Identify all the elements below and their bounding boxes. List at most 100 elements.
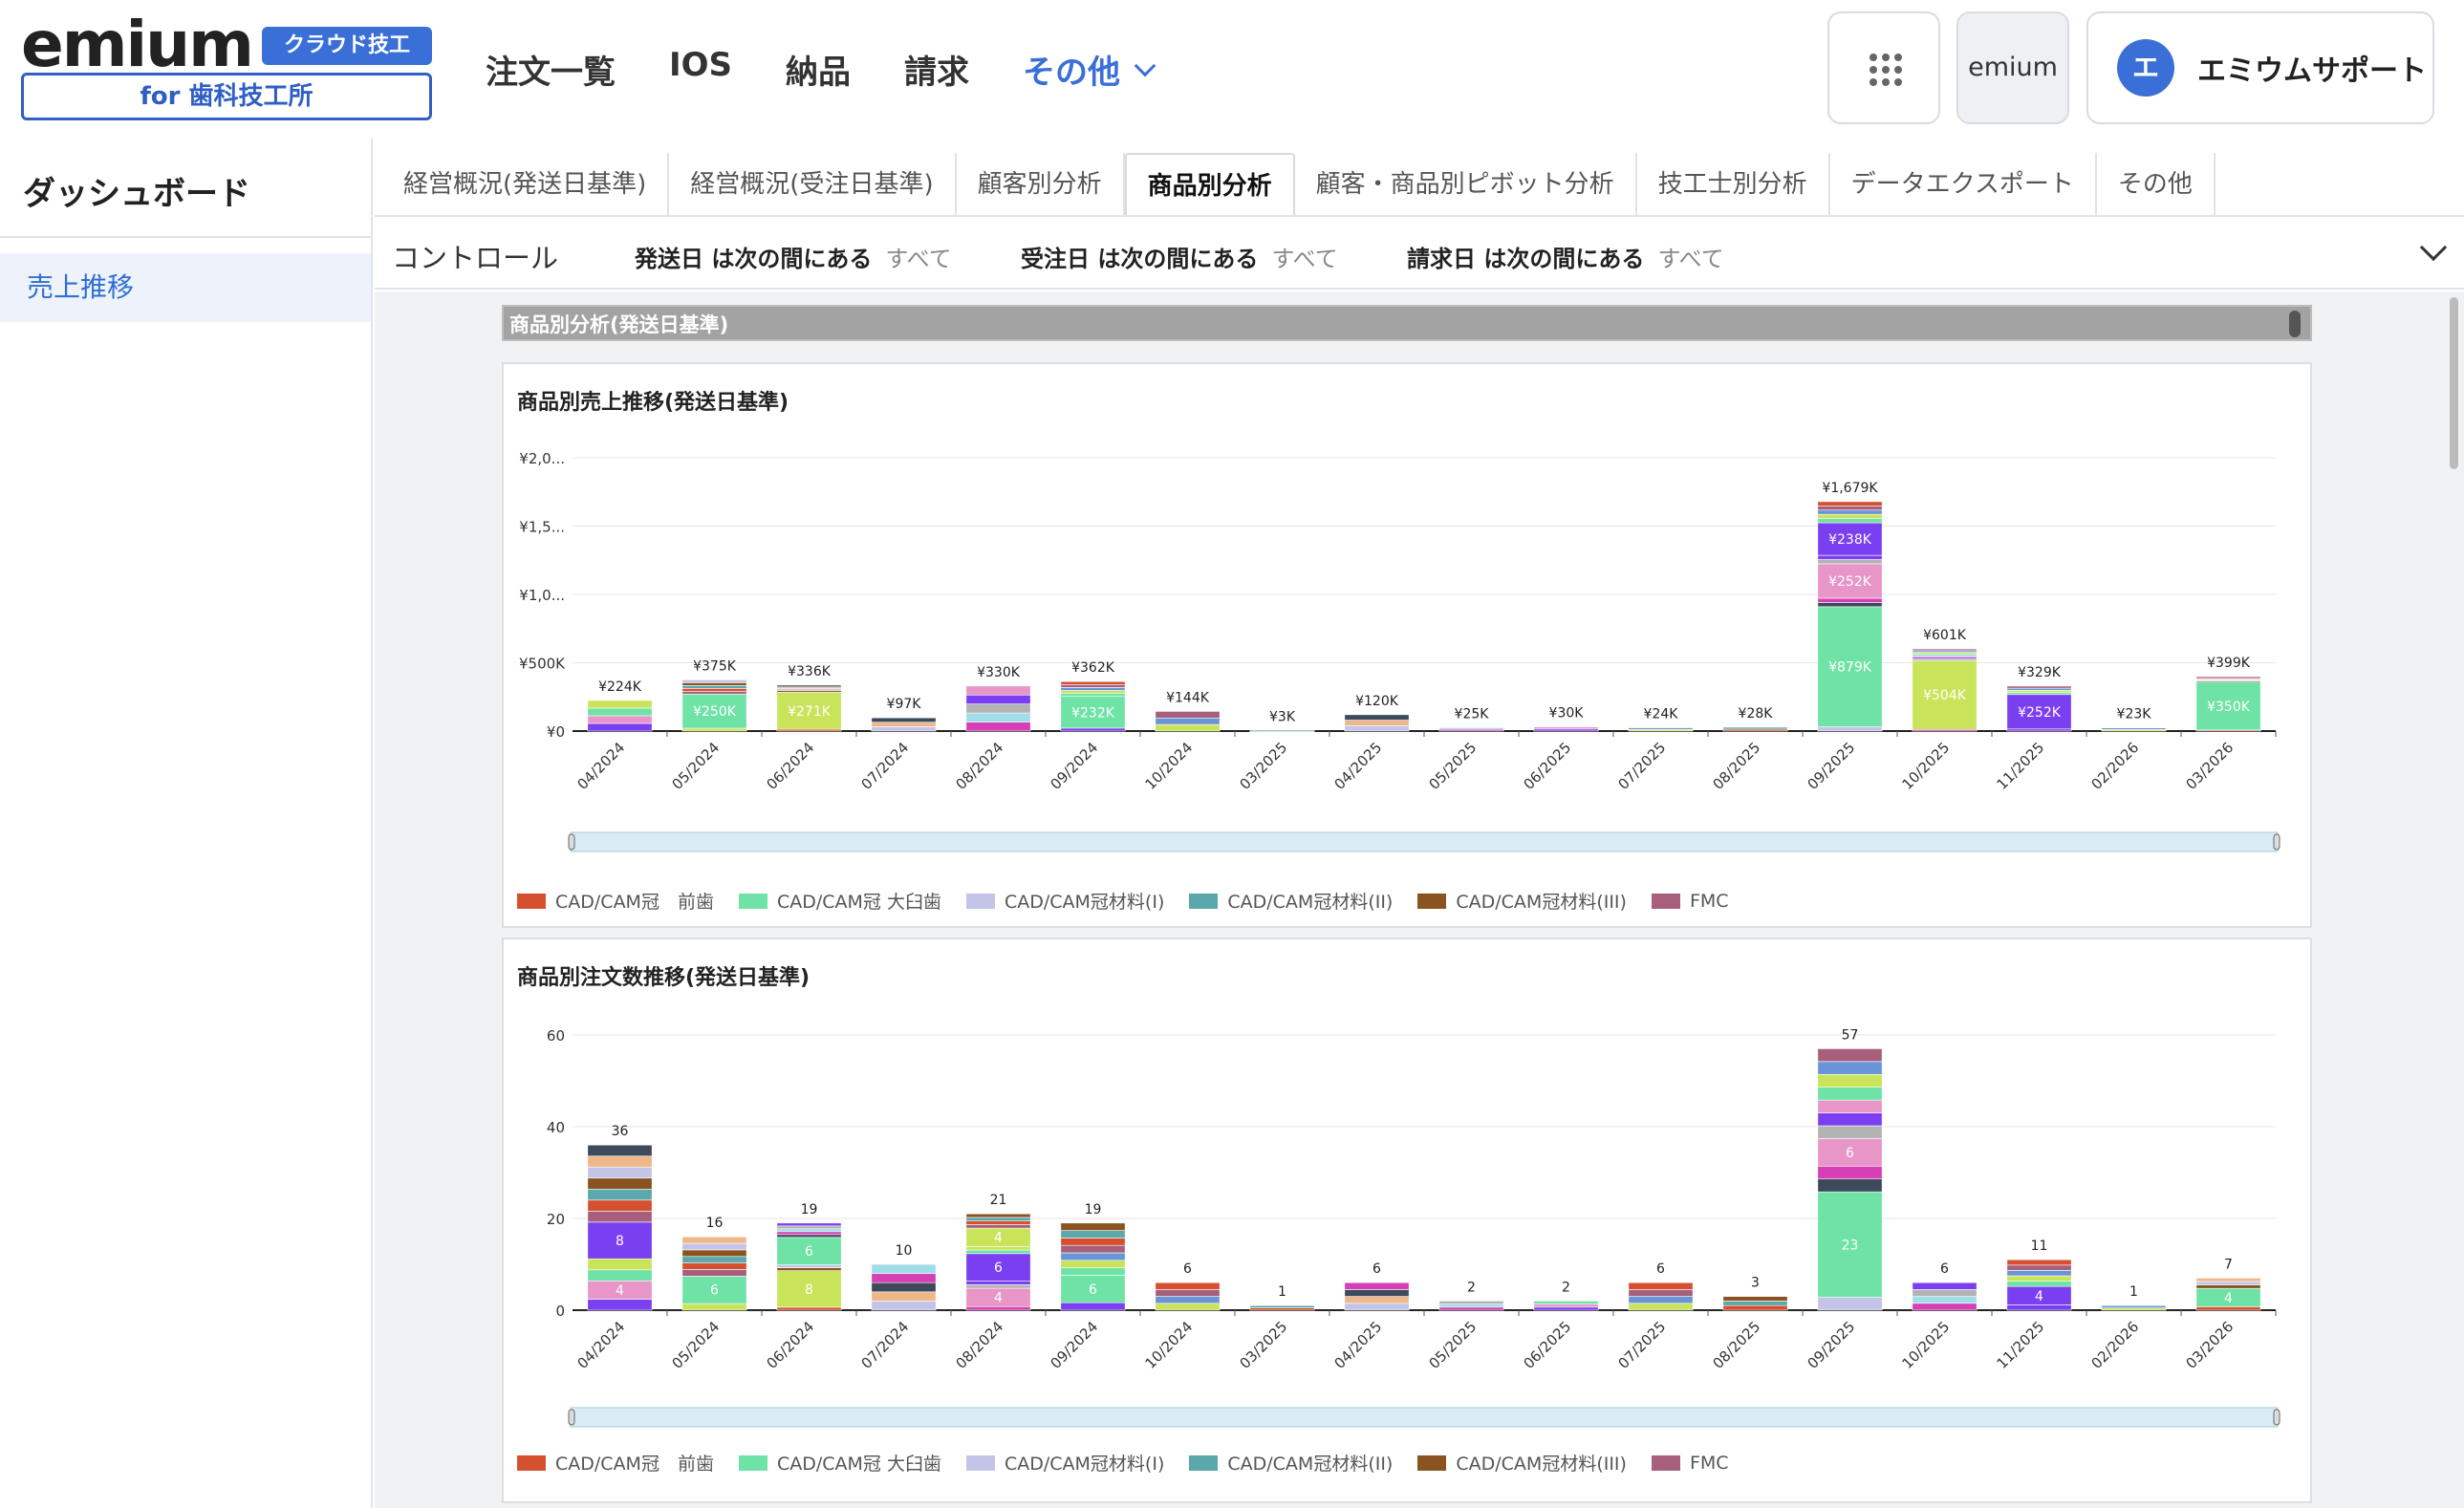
bar-segment[interactable] — [1817, 1073, 1883, 1088]
bar-segment[interactable] — [1344, 714, 1410, 721]
bar-segment[interactable] — [2006, 1270, 2072, 1277]
bar-segment[interactable] — [1817, 1112, 1883, 1127]
bar-segment[interactable] — [681, 1236, 747, 1244]
tab-data-export[interactable]: データエクスポート — [1830, 153, 2097, 216]
bar-segment[interactable] — [1060, 1260, 1126, 1268]
bar-segment[interactable] — [681, 682, 747, 686]
scroll-thumb[interactable] — [2450, 297, 2458, 469]
user-menu-button[interactable]: エ エミウムサポート — [2086, 11, 2434, 124]
legend-item[interactable]: CAD/CAM冠材料(III) — [1417, 888, 1627, 914]
filter-billing-date[interactable]: 請求日 は次の間にある すべて — [1407, 240, 1724, 273]
bar-segment[interactable] — [2006, 1264, 2072, 1271]
nav-more-dropdown[interactable]: その他 — [1023, 46, 1156, 93]
legend-item[interactable]: FMC — [1651, 888, 1729, 914]
bar-segment[interactable] — [1722, 1301, 1788, 1306]
bar-segment[interactable] — [1533, 1306, 1599, 1311]
bar-segment[interactable] — [1533, 726, 1599, 730]
nav-ios[interactable]: IOS — [669, 46, 733, 84]
legend-item[interactable]: CAD/CAM冠材料(I) — [965, 1450, 1164, 1476]
bar-segment[interactable] — [681, 1262, 747, 1270]
bar-segment[interactable] — [776, 1222, 842, 1227]
bar-segment[interactable] — [1817, 1048, 1883, 1063]
bar-segment[interactable] — [1438, 1306, 1504, 1311]
bar-segment[interactable] — [681, 1276, 747, 1304]
bar-segment[interactable] — [681, 690, 747, 695]
bar-segment[interactable] — [1344, 1282, 1410, 1290]
nav-orders[interactable]: 注文一覧 — [486, 54, 616, 92]
bar-segment[interactable] — [1060, 1230, 1126, 1239]
bar-segment[interactable] — [871, 1263, 937, 1274]
bar-segment[interactable] — [1344, 1289, 1410, 1297]
bar-segment[interactable] — [2195, 676, 2261, 679]
bar-segment[interactable] — [776, 684, 842, 688]
zoom-handle-right[interactable] — [2273, 1409, 2280, 1426]
bar-segment[interactable] — [681, 693, 747, 729]
bar-segment[interactable] — [776, 1264, 842, 1268]
tab-technician-analysis[interactable]: 技工士別分析 — [1637, 153, 1830, 216]
bar-segment[interactable] — [1060, 687, 1126, 691]
bar-segment[interactable] — [2101, 1304, 2167, 1308]
bar-segment[interactable] — [587, 1188, 653, 1201]
bar-segment[interactable] — [1060, 1238, 1126, 1246]
bar-segment[interactable] — [1817, 1061, 1883, 1075]
bar-segment[interactable] — [1912, 659, 1978, 730]
legend-item[interactable]: CAD/CAM冠材料(II) — [1189, 888, 1393, 914]
bar-segment[interactable] — [871, 717, 937, 723]
tab-customer-analysis[interactable]: 顧客別分析 — [957, 153, 1125, 216]
bar-segment[interactable] — [776, 1231, 842, 1236]
bar-segment[interactable] — [2195, 1306, 2261, 1311]
tab-product-analysis[interactable]: 商品別分析 — [1124, 153, 1295, 216]
tab-overview-ship[interactable]: 経営概況(発送日基準) — [382, 153, 670, 216]
zoom-handle-left[interactable] — [568, 833, 575, 851]
bar-segment[interactable] — [1817, 1165, 1883, 1180]
bar-segment[interactable] — [1817, 597, 1883, 603]
bar-segment[interactable] — [681, 1256, 747, 1263]
legend-item[interactable]: CAD/CAM冠材料(I) — [965, 888, 1164, 914]
tab-other[interactable]: その他 — [2097, 153, 2215, 216]
bar-segment[interactable] — [965, 1249, 1031, 1255]
bar-segment[interactable] — [681, 1303, 747, 1311]
filter-ship-date[interactable]: 発送日 は次の間にある すべて — [635, 240, 952, 273]
bar-segment[interactable] — [1722, 726, 1788, 730]
bar-segment[interactable] — [965, 1213, 1031, 1218]
bar-segment[interactable] — [1817, 509, 1883, 515]
bar-segment[interactable] — [1722, 1304, 1788, 1311]
bar-segment[interactable] — [1817, 1191, 1883, 1298]
emium-button[interactable]: emium — [1956, 11, 2069, 124]
bar-segment[interactable] — [681, 679, 747, 683]
bar-segment[interactable] — [2101, 727, 2167, 730]
bar-segment[interactable] — [681, 1269, 747, 1277]
bar-segment[interactable] — [2006, 694, 2072, 730]
legend-item[interactable]: CAD/CAM冠 前歯 — [517, 888, 714, 914]
bar-segment[interactable] — [1533, 728, 1599, 732]
bar-segment[interactable] — [2195, 1284, 2261, 1289]
bar-segment[interactable] — [1817, 522, 1883, 556]
bar-segment[interactable] — [871, 1273, 937, 1283]
bar-segment[interactable] — [1155, 717, 1221, 725]
legend-item[interactable]: CAD/CAM冠 前歯 — [517, 1450, 714, 1476]
bar-segment[interactable] — [587, 722, 653, 732]
nav-billing[interactable]: 請求 — [904, 54, 970, 92]
bar-segment[interactable] — [1060, 1222, 1126, 1231]
legend-item[interactable]: FMC — [1651, 1450, 1729, 1476]
bar-segment[interactable] — [2195, 681, 2261, 731]
zoom-slider[interactable] — [570, 1407, 2279, 1428]
bar-segment[interactable] — [965, 1220, 1031, 1225]
legend-item[interactable]: CAD/CAM冠 大臼歯 — [738, 888, 941, 914]
bar-segment[interactable] — [1817, 563, 1883, 599]
bar-segment[interactable] — [1817, 506, 1883, 511]
bar-segment[interactable] — [1060, 727, 1126, 732]
legend-item[interactable]: CAD/CAM冠材料(II) — [1189, 1450, 1393, 1476]
bar-segment[interactable] — [587, 1258, 653, 1271]
bar-segment[interactable] — [1155, 711, 1221, 719]
legend-item[interactable]: CAD/CAM冠材料(III) — [1417, 1450, 1627, 1476]
zoom-handle-right[interactable] — [2273, 833, 2280, 851]
bar-segment[interactable] — [1060, 690, 1126, 694]
bar-segment[interactable] — [965, 1253, 1031, 1282]
legend-item[interactable]: CAD/CAM冠 大臼歯 — [738, 1450, 941, 1476]
bar-segment[interactable] — [1344, 720, 1410, 726]
tab-overview-order[interactable]: 経営概況(受注日基準) — [669, 153, 957, 216]
bar-segment[interactable] — [1817, 1178, 1883, 1193]
bar-segment[interactable] — [1912, 1289, 1978, 1297]
bar-segment[interactable] — [587, 1166, 653, 1179]
